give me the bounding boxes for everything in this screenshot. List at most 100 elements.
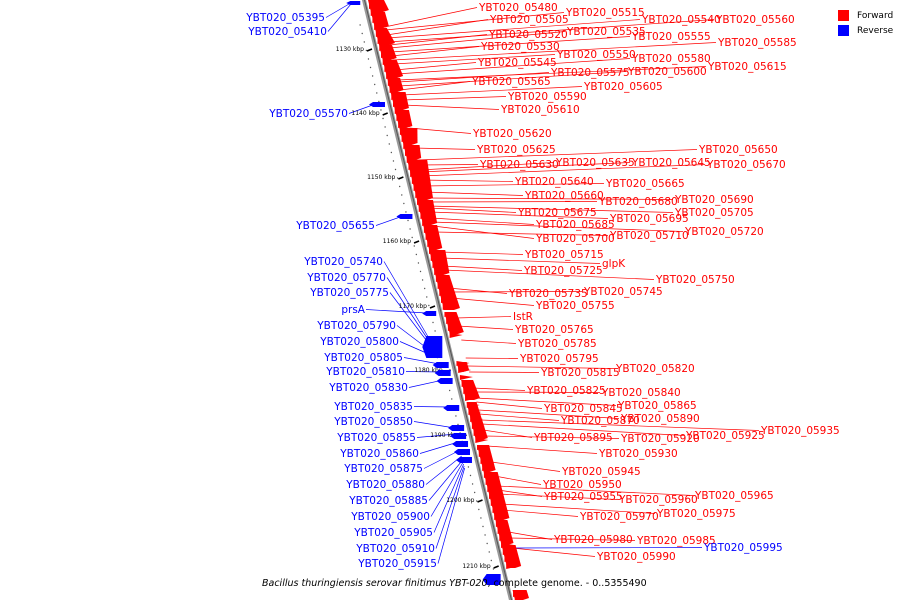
position-dot [476, 500, 478, 502]
forward-gene-label: YBT020_05575 [550, 67, 630, 79]
reverse-gene-label: YBT020_05810 [325, 366, 405, 378]
forward-gene-label: YBT020_05750 [655, 274, 735, 286]
tick-mark [477, 499, 483, 503]
tick-mark [429, 305, 436, 309]
forward-gene-arrow [441, 298, 455, 303]
forward-gene-label: YBT020_05505 [489, 14, 569, 26]
forward-gene-label: YBT020_05825 [526, 385, 606, 397]
leader-line [457, 325, 514, 330]
forward-gene-label: YBT020_05625 [476, 144, 556, 156]
leader-line [396, 58, 631, 75]
leader-line [439, 251, 524, 255]
gene-features [346, 0, 529, 600]
forward-gene-label: YBT020_05585 [717, 37, 797, 49]
leader-line [433, 463, 465, 533]
position-dot [405, 211, 407, 213]
leader-line [425, 455, 462, 485]
leader-line [401, 86, 583, 96]
forward-gene-arrow [435, 277, 449, 282]
reverse-gene [432, 362, 449, 368]
forward-gene-arrow [430, 256, 444, 261]
forward-gene-arrow [468, 410, 482, 415]
leader-line [397, 66, 707, 81]
legend-forward-label: Forward [857, 10, 894, 21]
forward-gene-arrow [478, 452, 492, 457]
leader-line [402, 96, 507, 101]
forward-gene-label: YBT020_05870 [560, 415, 640, 427]
forward-gene-arrow [374, 25, 388, 30]
forward-gene-arrow [482, 466, 496, 471]
position-dot [407, 219, 409, 222]
leader-line [455, 316, 512, 319]
leader-line [480, 419, 760, 431]
tick-mark [366, 48, 373, 52]
reverse-gene [452, 441, 469, 447]
leader-line [421, 164, 706, 177]
leader-line [414, 147, 476, 150]
leader-line [432, 221, 684, 232]
forward-gene-label: YBT020_05560 [715, 14, 795, 26]
forward-gene-label: YBT020_05645 [631, 157, 711, 169]
forward-gene-arrow [401, 137, 415, 142]
forward-gene-label: YBT020_05720 [684, 226, 764, 238]
forward-gene-label: YBT020_05630 [479, 159, 559, 171]
position-dot [403, 202, 405, 205]
genome-caption: Bacillus thuringiensis serovar finitimus… [262, 578, 647, 589]
forward-gene-label: YBT020_05590 [507, 91, 587, 103]
forward-gene-arrow [434, 270, 448, 275]
forward-gene [429, 250, 450, 275]
forward-gene-label: YBT020_05745 [583, 286, 663, 298]
forward-gene-arrow [480, 459, 494, 464]
position-dot [386, 134, 388, 137]
forward-gene-label: YBT020_05925 [685, 430, 765, 442]
forward-gene-arrow [501, 543, 515, 548]
forward-gene-arrow [411, 179, 425, 184]
gene-labels: YBT020_05480YBT020_05505YBT020_05515YBT0… [245, 2, 839, 570]
leader-line [383, 261, 437, 351]
reverse-gene-label: YBT020_05905 [353, 527, 433, 539]
leader-line [398, 72, 550, 83]
forward-gene-label: YBT020_05950 [542, 479, 622, 491]
leader-line [474, 391, 601, 393]
leader-line [512, 547, 596, 557]
position-dot [490, 559, 493, 562]
leader-line [487, 445, 598, 454]
forward-gene-arrow [404, 151, 418, 156]
forward-gene-label: YBT020_05930 [598, 448, 678, 460]
forward-gene-label: YBT020_05700 [535, 233, 615, 245]
forward-gene [417, 200, 438, 225]
forward-gene-label: YBT020_05515 [565, 7, 645, 19]
reverse-gene-label: YBT020_05805 [323, 352, 403, 364]
forward-gene-arrow [490, 501, 504, 506]
leader-line [502, 509, 579, 517]
leader-line [499, 493, 618, 500]
leader-line [476, 401, 543, 409]
reverse-gene-label: YBT020_05875 [343, 463, 423, 475]
forward-gene-arrow [427, 242, 441, 247]
position-dot [478, 508, 480, 511]
forward-gene-label: YBT020_05650 [698, 144, 778, 156]
leader-line [484, 435, 620, 439]
position-dot [396, 177, 399, 179]
reverse-gene [436, 378, 453, 384]
forward-gene-arrow [461, 382, 475, 387]
leader-line [437, 467, 465, 564]
forward-gene-label: YBT020_05980 [553, 534, 633, 546]
forward-gene-label: YBT020_05565 [471, 76, 551, 88]
tick-label: 1180 kbp [414, 367, 442, 374]
position-dot [471, 483, 474, 485]
position-dot [388, 143, 390, 145]
leader-line [385, 12, 565, 31]
forward-gene-arrow [422, 221, 436, 226]
forward-gene-label: YBT020_05845 [543, 403, 623, 415]
leader-line [387, 19, 641, 39]
forward-gene-arrow [471, 424, 485, 429]
position-dot [486, 542, 488, 545]
forward-gene-label: YBT020_05530 [480, 41, 560, 53]
forward-gene-arrow [425, 235, 439, 240]
forward-gene-arrow [368, 4, 382, 9]
forward-gene-label: YBT020_05535 [566, 26, 646, 38]
reverse-gene-label: YBT020_05410 [247, 26, 327, 38]
leader-line [497, 485, 694, 496]
position-dot [363, 41, 365, 43]
